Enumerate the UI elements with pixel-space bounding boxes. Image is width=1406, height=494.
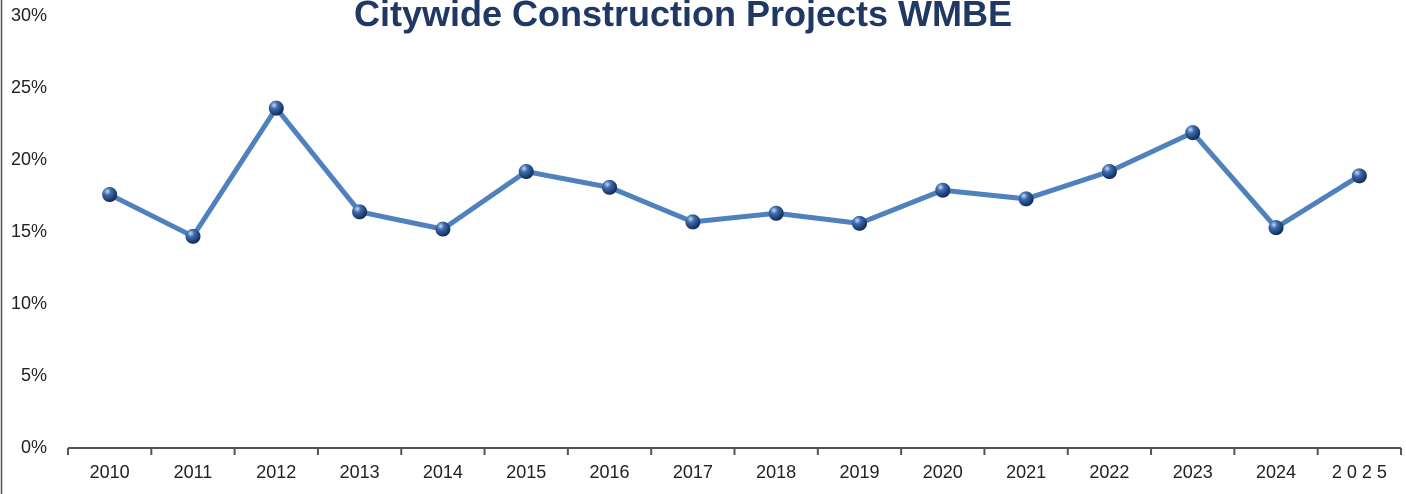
y-tick-label: 15% xyxy=(11,221,47,241)
y-tick-label: 5% xyxy=(21,365,47,385)
x-tick-label: 2018 xyxy=(756,462,796,482)
data-point xyxy=(518,164,534,180)
data-point xyxy=(935,182,951,198)
x-tick-label: 2015 xyxy=(506,462,546,482)
data-point xyxy=(268,100,284,116)
data-point xyxy=(768,205,784,221)
y-tick-label: 0% xyxy=(21,437,47,457)
x-tick-label: 2013 xyxy=(340,462,380,482)
y-tick-label: 25% xyxy=(11,77,47,97)
chart-title: Citywide Construction Projects WMBE xyxy=(354,0,1012,34)
data-point xyxy=(352,204,368,220)
x-tick-label: 2012 xyxy=(256,462,296,482)
x-tick-label: 2020 xyxy=(923,462,963,482)
x-tick-label: 2 0 2 5 xyxy=(1332,462,1387,482)
x-tick-label: 2014 xyxy=(423,462,463,482)
x-tick-label: 2019 xyxy=(839,462,879,482)
data-point xyxy=(1018,191,1034,207)
data-point xyxy=(685,214,701,230)
x-tick-label: 2017 xyxy=(673,462,713,482)
data-point xyxy=(102,187,118,203)
data-point xyxy=(1268,220,1284,236)
data-point xyxy=(1185,125,1201,141)
data-point xyxy=(1101,164,1117,180)
x-tick-label: 2010 xyxy=(90,462,130,482)
data-point xyxy=(602,179,618,195)
data-point xyxy=(435,221,451,237)
y-tick-label: 20% xyxy=(11,149,47,169)
x-tick-label: 2024 xyxy=(1256,462,1296,482)
data-point xyxy=(1351,168,1367,184)
data-point xyxy=(185,228,201,244)
data-point xyxy=(851,215,867,231)
y-tick-label: 30% xyxy=(11,5,47,25)
y-tick-label: 10% xyxy=(11,293,47,313)
x-tick-label: 2011 xyxy=(174,462,213,482)
series-line xyxy=(108,105,1361,239)
x-tick-label: 2016 xyxy=(590,462,630,482)
x-tick-label: 2022 xyxy=(1089,462,1129,482)
x-tick-label: 2021 xyxy=(1006,462,1046,482)
x-tick-label: 2023 xyxy=(1173,462,1213,482)
